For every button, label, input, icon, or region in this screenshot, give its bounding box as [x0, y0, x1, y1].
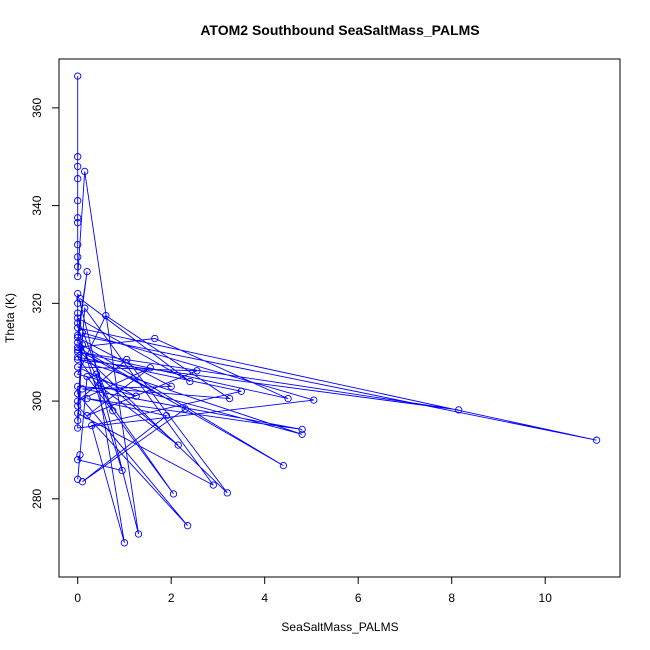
data-point	[162, 412, 171, 420]
data-point	[95, 381, 103, 390]
data-point	[74, 456, 82, 464]
data-point	[74, 397, 82, 405]
data-point	[74, 331, 82, 339]
data-point	[310, 396, 318, 404]
data-point	[167, 382, 175, 391]
x-axis-label: SeaSaltMass_PALMS	[281, 620, 398, 634]
y-tick-label: 280	[30, 488, 44, 508]
data-point	[284, 394, 292, 403]
data-point	[74, 319, 82, 327]
data-point	[78, 329, 87, 337]
data-point	[169, 490, 178, 498]
data-point	[83, 412, 91, 420]
x-tick-label: 4	[261, 591, 268, 605]
data-point	[298, 425, 306, 434]
data-point	[193, 367, 201, 375]
data-point	[181, 405, 189, 413]
data-point	[279, 461, 288, 470]
data-point	[81, 304, 89, 312]
data-point	[186, 377, 194, 386]
data-point	[183, 522, 192, 530]
y-tick-label: 300	[30, 391, 44, 411]
data-point	[592, 436, 601, 444]
data-point	[146, 364, 154, 372]
data-point	[83, 372, 91, 381]
data-point	[74, 299, 82, 307]
data-point	[223, 489, 231, 497]
data-point	[74, 346, 82, 354]
x-tick-label: 0	[74, 591, 81, 605]
y-tick-label: 320	[30, 293, 44, 313]
data-point	[74, 475, 82, 483]
data-point	[132, 392, 140, 400]
x-tick-label: 2	[168, 591, 175, 605]
data-point	[74, 219, 82, 227]
data-point	[92, 370, 101, 378]
data-point	[123, 355, 131, 364]
y-axis: 280 300 320 340 360	[30, 98, 60, 509]
data-point	[74, 348, 82, 356]
data-point	[151, 334, 159, 343]
data-point	[118, 466, 126, 475]
data-point	[78, 385, 87, 393]
data-point	[74, 162, 82, 171]
data-point	[88, 421, 96, 430]
data-point	[74, 272, 82, 281]
x-axis: 0 2 4 6 8 10	[74, 576, 553, 605]
data-point	[74, 72, 82, 80]
data-point	[237, 387, 245, 395]
y-tick-label: 360	[30, 98, 44, 118]
data-point	[74, 416, 82, 425]
data-point	[74, 355, 82, 364]
data-point	[74, 424, 82, 432]
data-point	[74, 363, 82, 371]
data-point	[120, 539, 129, 547]
data-point	[74, 263, 82, 271]
data-point	[74, 197, 82, 205]
data-point	[74, 390, 82, 398]
chart-title: ATOM2 Southbound SeaSaltMass_PALMS	[200, 22, 479, 38]
data-point	[74, 314, 82, 322]
data-point	[209, 481, 217, 489]
data-point	[78, 341, 87, 349]
data-point	[298, 430, 306, 438]
data-point	[74, 333, 82, 342]
y-tick-label: 340	[30, 195, 44, 215]
data-point	[76, 451, 84, 459]
data-point	[76, 294, 84, 303]
data-point	[74, 241, 82, 249]
data-point	[134, 530, 143, 538]
data-point	[74, 324, 82, 332]
series-line	[76, 76, 597, 543]
data-point	[83, 394, 91, 403]
data-point	[74, 214, 82, 222]
x-tick-label: 10	[539, 591, 553, 605]
y-axis-label: Theta (K)	[3, 293, 17, 343]
data-point	[74, 353, 82, 361]
series-points	[74, 72, 601, 547]
data-point	[74, 409, 82, 417]
data-point	[74, 153, 82, 161]
data-point	[83, 267, 91, 276]
data-point	[74, 175, 82, 183]
x-tick-label: 8	[448, 591, 455, 605]
data-point	[74, 309, 82, 317]
plot-frame	[58, 58, 621, 578]
data-point	[74, 370, 82, 378]
data-point	[109, 407, 117, 415]
data-point	[225, 394, 234, 403]
data-point	[455, 406, 463, 414]
data-point	[74, 253, 82, 261]
data-point	[81, 167, 89, 176]
data-point	[74, 343, 82, 351]
data-point	[102, 311, 110, 320]
data-point	[78, 478, 87, 486]
data-point	[74, 402, 82, 410]
series-lines	[76, 76, 597, 543]
data-point	[74, 289, 82, 298]
x-tick-label: 6	[355, 591, 362, 605]
data-point	[174, 441, 182, 449]
